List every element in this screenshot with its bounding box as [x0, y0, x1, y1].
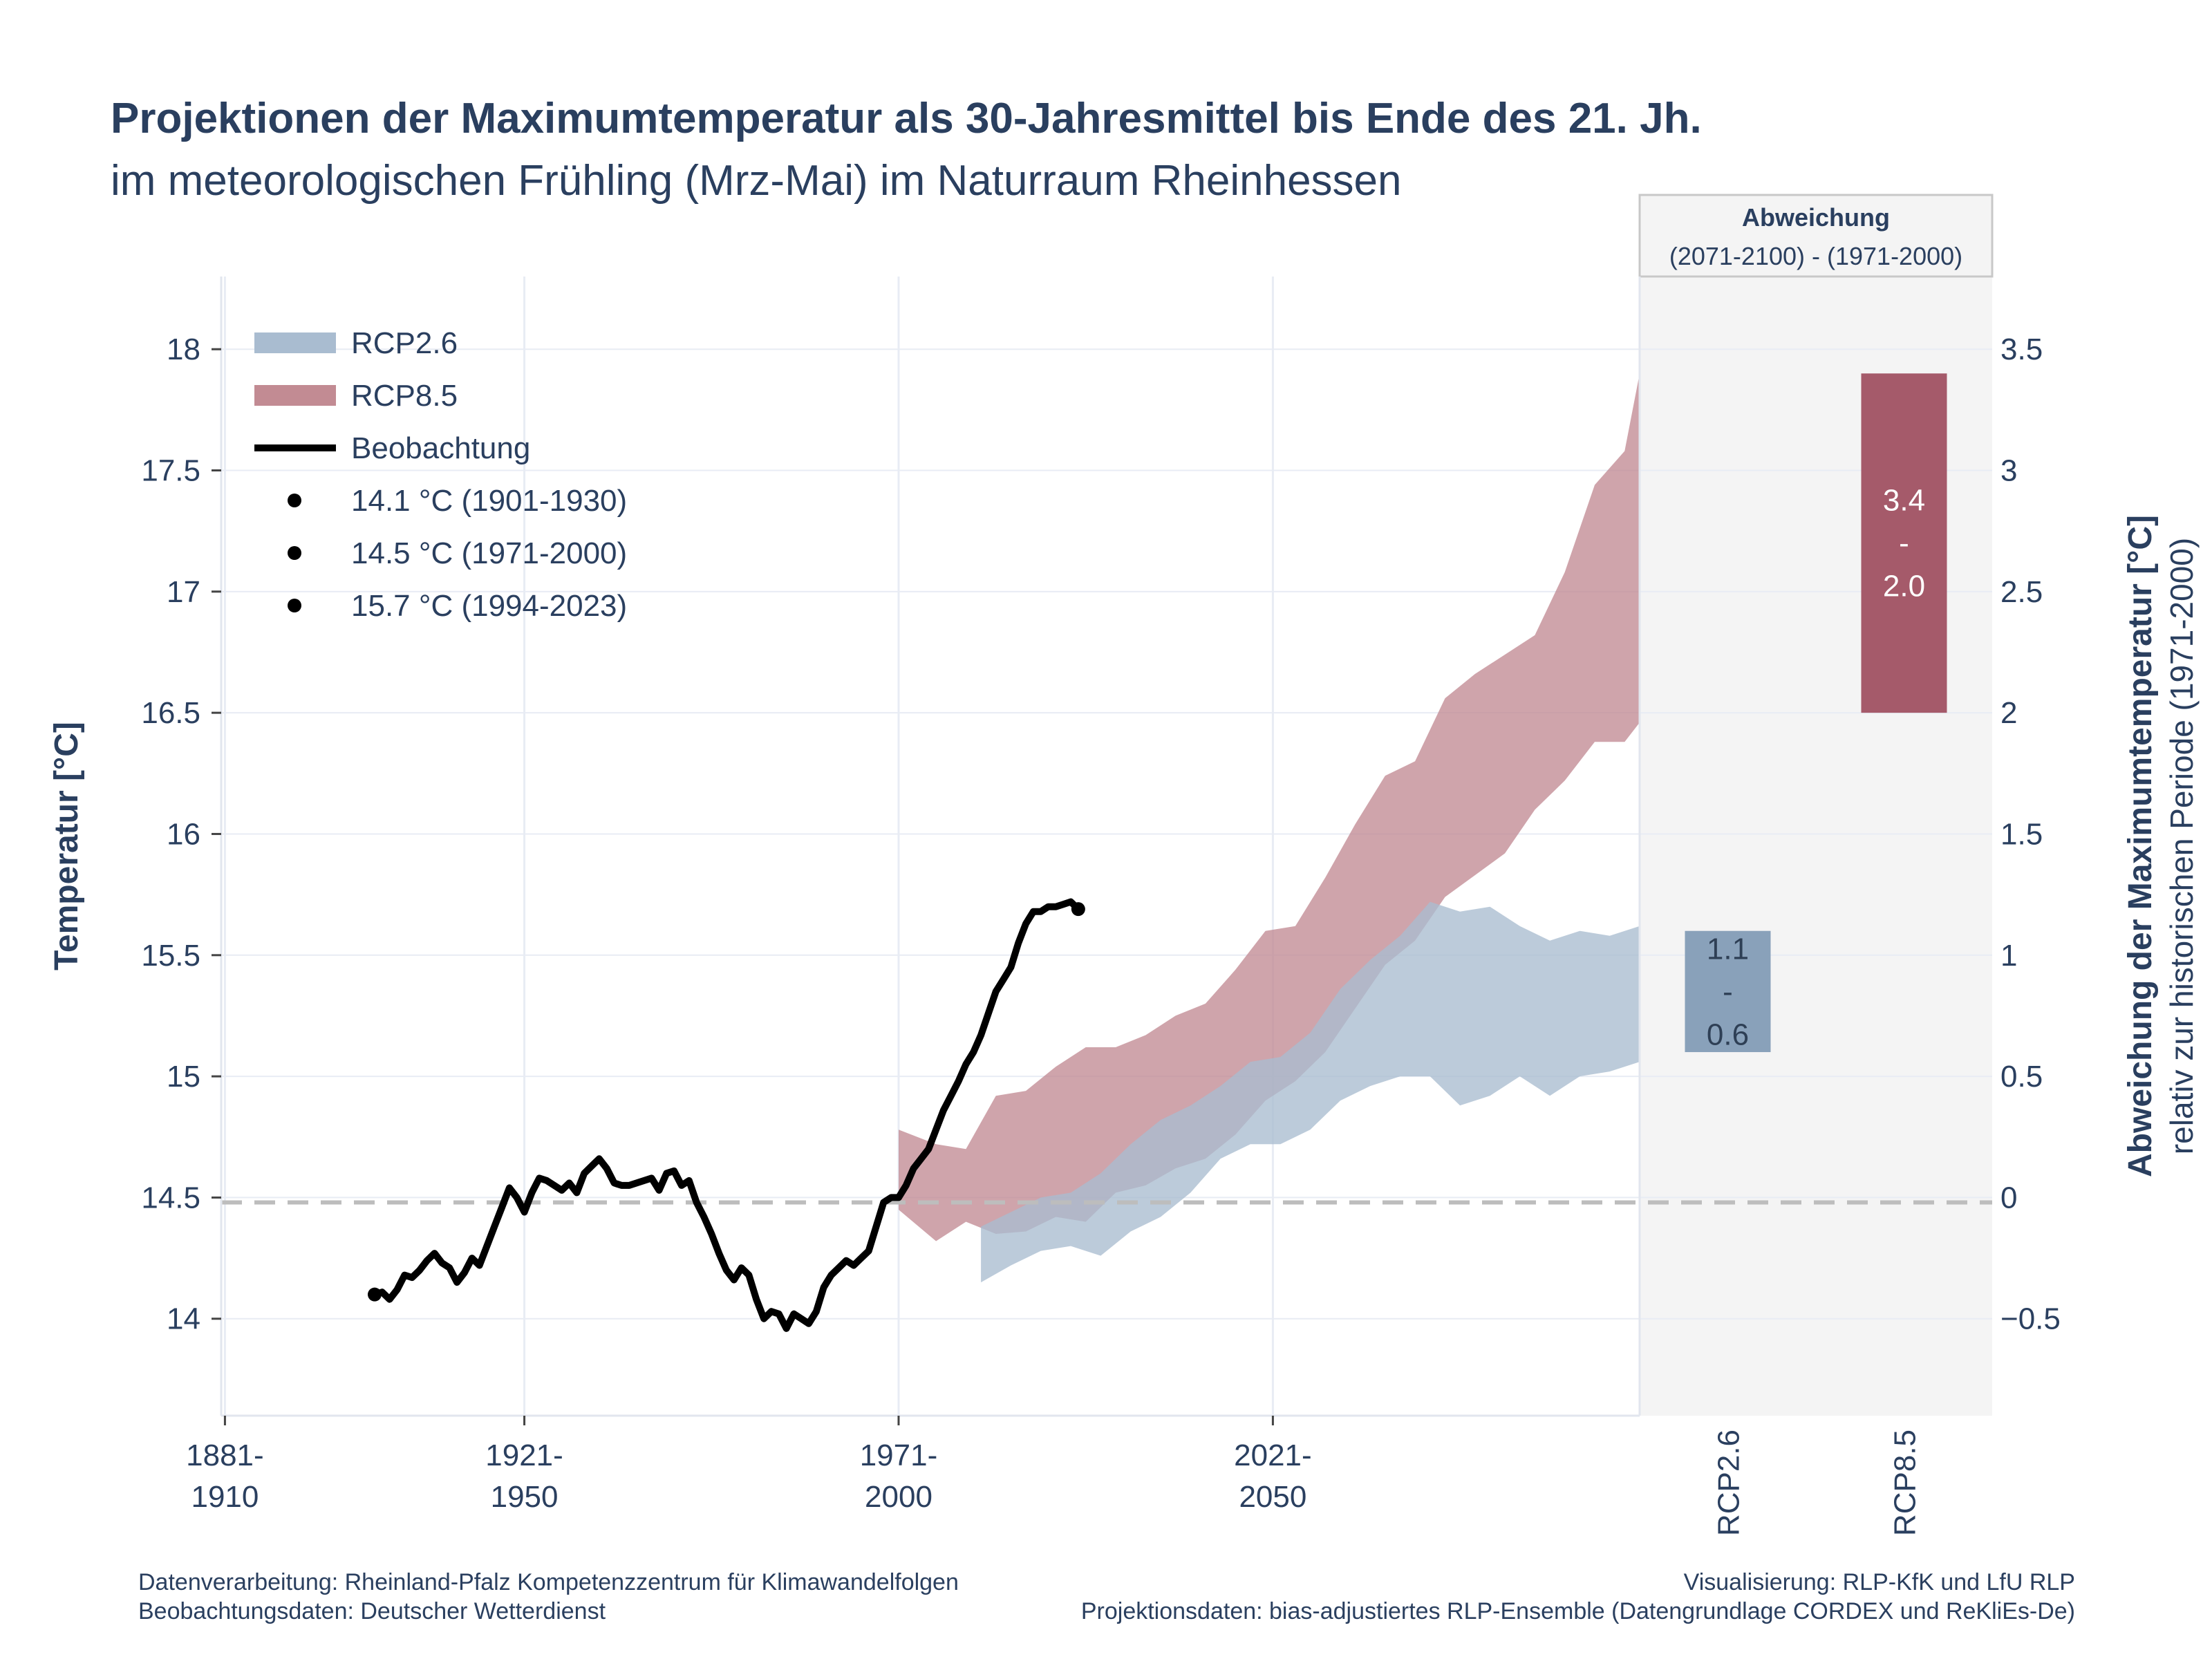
footer-observation-source: Beobachtungsdaten: Deutscher Wetterdiens… [138, 1598, 606, 1624]
legend-label: 15.7 °C (1994-2023) [351, 589, 627, 623]
y-axis-title: Temperatur [°C] [48, 722, 85, 971]
y2-tick-label: 2.5 [2000, 575, 2043, 609]
band-rcp26 [981, 901, 1640, 1283]
legend-swatch-rcp85 [254, 385, 336, 406]
x-tick-label-line1: 1881- [186, 1438, 264, 1472]
y-tick-label: 16 [167, 817, 200, 851]
range-bar-low-label: 0.6 [1707, 1018, 1749, 1051]
legend: RCP2.6 RCP8.5 Beobachtung 14.1 °C (1901-193… [254, 326, 627, 623]
y-tick-label: 16.5 [141, 696, 200, 730]
y2-tick-label: −0.5 [2000, 1302, 2061, 1336]
footer-visualisation: Visualisierung: RLP-KfK und LfU RLP [1684, 1569, 2075, 1595]
y2-tick-label: 1 [2000, 939, 2017, 973]
side-panel-subtitle: (2071-2100) - (1971-2000) [1669, 242, 1962, 270]
y2-tick-label: 0.5 [2000, 1060, 2043, 1094]
y-tick-label: 17.5 [141, 454, 200, 488]
legend-swatch-rcp26 [254, 332, 336, 353]
x-tick-label-line1: 2021- [1234, 1438, 1312, 1472]
side-panel-category-label: RCP8.5 [1888, 1430, 1922, 1536]
y-tick-label: 18 [167, 332, 200, 366]
x-tick-label-line2: 1910 [191, 1480, 259, 1514]
y-tick-label: 14.5 [141, 1181, 200, 1215]
projection-bands [899, 373, 1640, 1283]
legend-dot [288, 494, 301, 507]
y2-tick-label: 2 [2000, 696, 2017, 730]
side-panel-bars: 1.1 - 0.6 RCP2.6 3.4 - 2.0 RCP8.5 [1685, 373, 1947, 1536]
x-gridlines [223, 276, 1274, 1416]
y-tick-label: 14 [167, 1302, 200, 1336]
x-tick-label-line2: 2000 [865, 1480, 932, 1514]
x-tick-label-line2: 1950 [491, 1480, 559, 1514]
y2-tick-label: 3 [2000, 454, 2017, 488]
chart-subtitle: im meteorologischen Frühling (Mrz-Mai) i… [111, 157, 1402, 205]
observation-start-point [367, 1287, 382, 1302]
range-bar-low-label: 2.0 [1883, 570, 1925, 603]
footer-projection-source: Projektionsdaten: bias-adjustiertes RLP-… [1081, 1598, 2075, 1624]
y2-tick-label: 1.5 [2000, 817, 2043, 851]
side-panel-title: Abweichung [1742, 203, 1890, 232]
x-tick-label-line1: 1971- [860, 1438, 938, 1472]
y2-axis-subtitle: relativ zur historischen Periode (1971-2… [2164, 538, 2200, 1154]
range-bar-rcp85 [1861, 373, 1947, 713]
y2-axis-ticks: −0.5 0 0.5 1 1.5 2 2.5 3 3.5 [2000, 332, 2061, 1336]
y2-tick-label: 0 [2000, 1181, 2017, 1215]
side-panel-category-label: RCP2.6 [1712, 1430, 1746, 1536]
observation-series [367, 898, 1085, 1332]
y2-tick-label: 3.5 [2000, 332, 2043, 366]
legend-dot [288, 599, 301, 612]
y-tick-label: 15.5 [141, 939, 200, 973]
y2-axis-title: Abweichung der Maximumtemperatur [°C] [2122, 515, 2159, 1177]
range-bar-separator: - [1723, 975, 1733, 1009]
legend-label: 14.1 °C (1901-1930) [351, 484, 627, 518]
x-tick-label-line2: 2050 [1239, 1480, 1306, 1514]
x-axis-ticks: 1881- 1910 1921- 1950 1971- 2000 2021- 2050 [186, 1416, 1312, 1514]
legend-label: 14.5 °C (1971-2000) [351, 536, 627, 570]
side-panel-header [1638, 194, 1994, 278]
y-axis-ticks: 14 14.5 15 15.5 16 16.5 17 17.5 18 [141, 332, 221, 1336]
range-bar-high-label: 3.4 [1883, 484, 1925, 518]
legend-label: RCP2.6 [351, 326, 458, 360]
legend-dot [288, 546, 301, 560]
range-bar-high-label: 1.1 [1707, 932, 1749, 966]
range-bar-rcp26 [1685, 930, 1771, 1053]
x-tick-label-line1: 1921- [485, 1438, 563, 1472]
observation-end-point [1071, 902, 1085, 917]
legend-label: RCP8.5 [351, 379, 458, 413]
range-bar-separator: - [1899, 527, 1909, 561]
observation-line [371, 898, 1082, 1332]
legend-label: Beobachtung [351, 431, 530, 465]
y-tick-label: 17 [167, 575, 200, 609]
y-tick-label: 15 [167, 1060, 200, 1094]
chart-title: Projektionen der Maximumtemperatur als 3… [111, 95, 1702, 142]
footer-processing: Datenverarbeitung: Rheinland-Pfalz Kompe… [138, 1569, 959, 1595]
